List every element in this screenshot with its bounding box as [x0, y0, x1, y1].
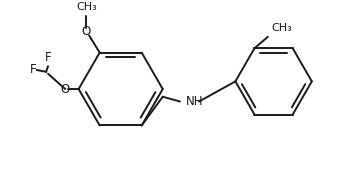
Text: O: O [61, 83, 70, 96]
Text: F: F [29, 63, 36, 76]
Text: NH: NH [186, 95, 203, 108]
Text: CH₃: CH₃ [272, 23, 292, 33]
Text: F: F [45, 51, 51, 64]
Text: O: O [82, 25, 91, 38]
Text: CH₃: CH₃ [76, 2, 97, 12]
